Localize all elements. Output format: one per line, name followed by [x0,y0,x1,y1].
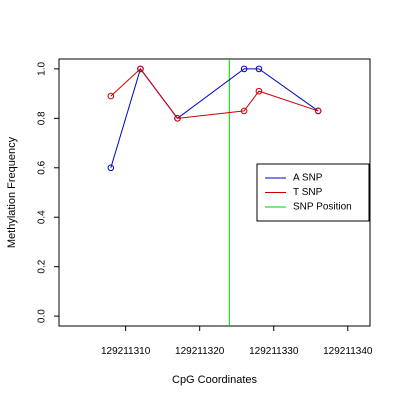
y-axis-label: Methylation Frequency [6,136,18,248]
data-point-t-snp [107,92,115,100]
y-axis: 0.0 0.2 0.4 0.6 0.8 1.0 [37,62,59,323]
legend-label: T SNP [293,187,323,198]
series-line-a-snp [110,67,319,168]
y-tick-label: 0.8 [37,111,48,125]
series-line-t-snp [110,68,319,119]
y-tick-label: 0.4 [37,210,48,224]
data-point-a-snp [255,65,263,73]
legend: A SNP T SNP SNP Position [256,163,370,222]
x-axis: 129211310 129211320 129211330 129211340 [101,326,373,357]
y-tick-label: 0.6 [37,160,48,174]
x-axis-label: CpG Coordinates [172,374,257,386]
data-point-a-snp [240,65,248,73]
x-tick-label: 129211330 [249,346,299,357]
legend-label: A SNP [293,173,323,184]
data-point-t-snp [240,107,248,115]
y-tick-label: 1.0 [37,62,48,76]
legend-label: SNP Position [293,202,352,213]
data-point-t-snp [255,87,263,95]
plot-frame [58,58,371,327]
y-tick-label: 0.2 [37,259,48,273]
x-tick-label: 129211320 [175,346,225,357]
data-point-t-snp [314,107,322,115]
y-tick-label: 0.0 [37,309,48,323]
data-point-a-snp [107,164,115,172]
x-tick-label: 129211310 [101,346,151,357]
data-point-t-snp [137,65,144,73]
x-tick-label: 129211340 [323,346,373,357]
data-point-t-snp [174,115,181,122]
series-layer [107,65,322,172]
